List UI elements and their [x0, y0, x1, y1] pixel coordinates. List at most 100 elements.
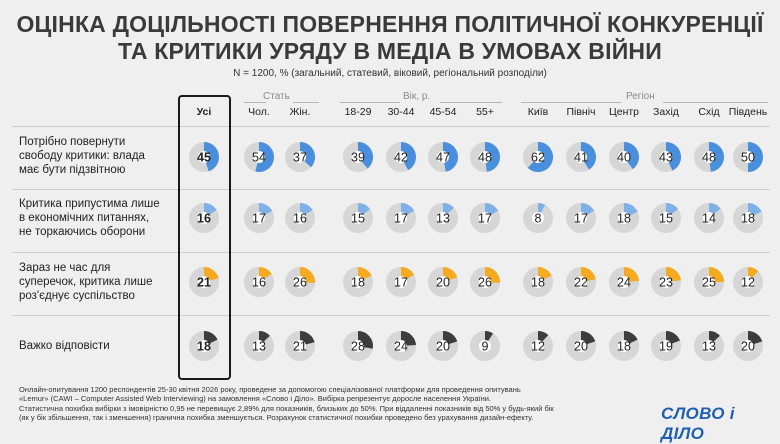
group-line-region-left [521, 102, 621, 103]
column-header: Жін. [289, 106, 311, 118]
donut-mark: 24 [386, 331, 416, 361]
group-line-age-right [440, 102, 502, 103]
donut-mark: 15 [651, 203, 681, 233]
data-label: 18 [531, 276, 545, 290]
donut-mark: 26 [285, 267, 315, 297]
data-label: 50 [741, 151, 755, 165]
row-separator [12, 315, 770, 316]
donut-mark: 21 [285, 331, 315, 361]
donut-value-arc [537, 203, 546, 213]
row-label-line: Зараз не час для [19, 262, 111, 274]
data-label: 54 [252, 151, 266, 165]
donut-mark: 13 [694, 331, 724, 361]
donut-value-arc [357, 142, 373, 169]
data-label: 37 [293, 151, 307, 165]
data-label: 13 [702, 340, 716, 354]
data-label: 26 [478, 276, 492, 290]
donut-mark: 12 [523, 331, 553, 361]
donut-value-arc [203, 142, 219, 172]
donut-value-arc [484, 331, 494, 342]
row-separator [12, 252, 770, 253]
donut-mark: 9 [470, 331, 500, 361]
donut-mark: 14 [694, 203, 724, 233]
row-label-line: Важко відповісти [19, 340, 110, 352]
footnote: Онлайн-опитування 1200 респондентів 25-3… [19, 385, 579, 423]
donut-value-arc [580, 203, 595, 216]
donut-value-arc [665, 267, 681, 282]
data-label: 48 [478, 151, 492, 165]
donut-mark: 17 [566, 203, 596, 233]
group-label-gender: Стать [263, 91, 290, 102]
donut-value-arc [665, 203, 679, 215]
donut-mark: 37 [285, 142, 315, 172]
column-header: Північ [566, 106, 596, 118]
row-separator [12, 126, 770, 127]
data-label: 17 [394, 212, 408, 226]
row-label-line: свободу критики: влада [19, 150, 145, 162]
data-label: 45 [197, 151, 211, 165]
column-header: 18-29 [344, 106, 372, 118]
donut-value-arc [708, 267, 724, 283]
column-header: Чол. [248, 106, 270, 118]
donut-mark: 12 [733, 267, 763, 297]
donut-mark: 25 [694, 267, 724, 297]
chart-title-line-2: ТА КРИТИКИ УРЯДУ В МЕДІА В УМОВАХ ВІЙНИ [118, 38, 662, 64]
donut-mark: 21 [189, 267, 219, 297]
data-label: 47 [436, 151, 450, 165]
donut-value-arc [400, 267, 415, 280]
donut-mark: 15 [343, 203, 373, 233]
chart-title-line-1: ОЦІНКА ДОЦІЛЬНОСТІ ПОВЕРНЕННЯ ПОЛІТИЧНОЇ… [16, 11, 764, 37]
donut-value-arc [258, 267, 272, 280]
donut-mark: 8 [523, 203, 553, 233]
data-label: 17 [394, 276, 408, 290]
donut-mark: 48 [694, 142, 724, 172]
row-label-line: суперечок, критика лише [19, 276, 153, 288]
all-respondents-highlight-box [178, 95, 231, 380]
donut-mark: 18 [609, 331, 639, 361]
donut-mark: 13 [428, 203, 458, 233]
donut-mark: 16 [189, 203, 219, 233]
column-header: Схід [698, 106, 720, 118]
donut-mark: 62 [523, 142, 553, 172]
data-label: 21 [293, 340, 307, 354]
data-label: 20 [741, 340, 755, 354]
donut-mark: 39 [343, 142, 373, 172]
donut-mark: 18 [189, 331, 219, 361]
data-label: 48 [702, 151, 716, 165]
donut-value-arc [747, 267, 759, 278]
row-label: Критика припустима лише в економічних пит… [19, 197, 179, 239]
data-label: 22 [574, 276, 588, 290]
donut-value-arc [258, 203, 273, 216]
group-line-age-left [340, 102, 400, 103]
donut-value-arc [357, 331, 373, 349]
donut-value-arc [580, 331, 596, 345]
donut-mark: 17 [244, 203, 274, 233]
donut-value-arc [357, 203, 371, 215]
donut-mark: 22 [566, 267, 596, 297]
donut-mark: 16 [285, 203, 315, 233]
data-label: 14 [702, 212, 716, 226]
donut-value-arc [623, 331, 638, 344]
donut-value-arc [580, 142, 596, 170]
donut-mark: 18 [733, 203, 763, 233]
donut-mark: 16 [244, 267, 274, 297]
data-label: 18 [741, 212, 755, 226]
data-label: 17 [478, 212, 492, 226]
row-label-line: в економічних питаннях, [19, 212, 150, 224]
row-label: Потрібно повернути свободу критики: влада… [19, 135, 179, 177]
data-label: 20 [436, 340, 450, 354]
column-header: Київ [527, 106, 549, 118]
data-label: 41 [574, 151, 588, 165]
donut-mark: 18 [609, 203, 639, 233]
row-label: Важко відповісти [19, 339, 179, 353]
row-label-line: роз'єднує суспільство [19, 290, 135, 302]
donut-mark: 19 [651, 331, 681, 361]
donut-value-arc [747, 331, 763, 345]
donut-mark: 40 [609, 142, 639, 172]
donut-value-arc [299, 267, 315, 283]
data-label: 62 [531, 151, 545, 165]
column-header: Південь [728, 106, 768, 118]
donut-value-arc [623, 142, 639, 170]
donut-mark: 45 [189, 142, 219, 172]
donut-mark: 17 [386, 267, 416, 297]
